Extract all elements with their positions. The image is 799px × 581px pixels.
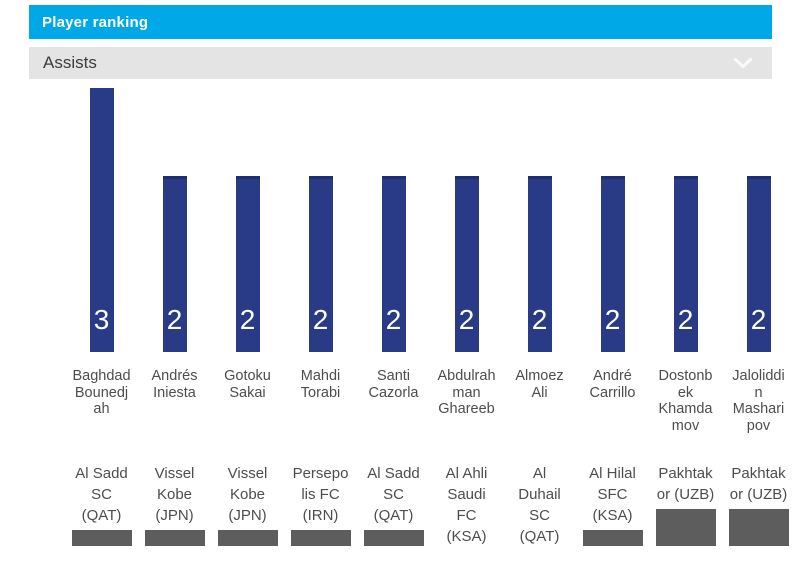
club-image-placeholder — [71, 530, 132, 546]
player-name: Santi Cazorla — [368, 368, 419, 401]
player-name: Jaloliddin Masharipov — [732, 368, 785, 434]
bar-value-label: 2 — [604, 304, 621, 335]
assists-bar: 2 — [746, 176, 771, 352]
assists-bar: 2 — [527, 176, 552, 352]
club-name: Pakhtakor (UZB) — [656, 465, 715, 503]
club-area: Al Duhail SC (QAT) — [503, 444, 576, 546]
player-name: Almoez Ali — [515, 368, 564, 401]
club-area: Vissel Kobe (JPN) — [138, 444, 211, 546]
club-image-placeholder — [217, 530, 278, 546]
bar-area: 3 — [65, 88, 138, 352]
bar-value-label: 3 — [93, 304, 110, 335]
player-name: Dostonbek Khamdamov — [658, 368, 713, 434]
bar-value-label: 2 — [166, 304, 183, 335]
club-name: Vissel Kobe (JPN) — [154, 465, 195, 524]
club-area: Pakhtakor (UZB) — [649, 444, 722, 546]
assists-bar: 2 — [454, 176, 479, 352]
assists-bar: 2 — [673, 176, 698, 352]
club-area: Al Hilal SFC (KSA) — [576, 444, 649, 546]
club-name: Al Sadd SC (QAT) — [75, 465, 128, 524]
club-name: Persepolis FC (IRN) — [292, 465, 349, 524]
player-ranking-widget: Player ranking Assists 3 Baghdad Bounedja… — [29, 5, 789, 546]
chart-column: 2 André Carrillo Al Hilal SFC (KSA) — [576, 88, 649, 546]
chart-column: 2 Abdulrahman Ghareeb Al Ahli Saudi FC (KS… — [430, 88, 503, 546]
assists-bar: 2 — [162, 176, 187, 352]
club-name: Al Sadd SC (QAT) — [367, 465, 420, 524]
club-name: Al Hilal SFC (KSA) — [589, 465, 636, 524]
assists-bar: 3 — [89, 88, 114, 352]
widget-title: Player ranking — [42, 13, 149, 31]
metric-dropdown[interactable]: Assists — [29, 47, 772, 79]
bar-area: 2 — [576, 88, 649, 352]
player-name: Mahdi Torabi — [300, 368, 341, 401]
chart-column: 2 Mahdi Torabi Persepolis FC (IRN) — [284, 88, 357, 546]
chart-column: 2 Almoez Ali Al Duhail SC (QAT) — [503, 88, 576, 546]
club-area: Pakhtakor (UZB) — [722, 444, 795, 546]
player-name: Abdulrahman Ghareeb — [437, 368, 496, 417]
club-area: Al Sadd SC (QAT) — [65, 444, 138, 546]
bar-area: 2 — [138, 88, 211, 352]
club-image-placeholder — [363, 530, 424, 546]
bar-area: 2 — [722, 88, 795, 352]
metric-selected-label: Assists — [43, 53, 97, 72]
chart-column: 2 Jaloliddin Masharipov Pakhtakor (UZB) — [722, 88, 795, 546]
bar-value-label: 2 — [458, 304, 475, 335]
bar-value-label: 2 — [750, 304, 767, 335]
bar-value-label: 2 — [385, 304, 402, 335]
club-image-placeholder — [582, 530, 643, 546]
chart-column: 2 Santi Cazorla Al Sadd SC (QAT) — [357, 88, 430, 546]
club-name: Pakhtakor (UZB) — [729, 465, 788, 503]
club-image-placeholder — [655, 509, 716, 546]
assists-bar: 2 — [381, 176, 406, 352]
player-name: André Carrillo — [589, 368, 636, 401]
player-name: Baghdad Bounedjah — [72, 368, 131, 417]
club-name: Al Duhail SC (QAT) — [518, 465, 561, 545]
assists-bar: 2 — [235, 176, 260, 352]
bar-value-label: 2 — [312, 304, 329, 335]
chart-column: 2 Andrés Iniesta Vissel Kobe (JPN) — [138, 88, 211, 546]
chart-column: 3 Baghdad Bounedjah Al Sadd SC (QAT) — [65, 88, 138, 546]
club-name: Al Ahli Saudi FC (KSA) — [445, 465, 488, 545]
assists-bar: 2 — [308, 176, 333, 352]
club-area: Al Ahli Saudi FC (KSA) — [430, 444, 503, 546]
club-image-placeholder — [728, 509, 789, 546]
club-image-placeholder — [144, 530, 205, 546]
chevron-down-icon[interactable] — [734, 57, 752, 69]
bar-area: 2 — [430, 88, 503, 352]
player-name: Gotoku Sakai — [224, 368, 271, 401]
club-image-placeholder — [290, 530, 351, 546]
bar-value-label: 2 — [239, 304, 256, 335]
club-area: Al Sadd SC (QAT) — [357, 444, 430, 546]
assists-bar-chart: 3 Baghdad Bounedjah Al Sadd SC (QAT) 2 André… — [65, 88, 795, 546]
bar-area: 2 — [503, 88, 576, 352]
bar-area: 2 — [284, 88, 357, 352]
bar-area: 2 — [211, 88, 284, 352]
widget-header: Player ranking — [29, 5, 772, 39]
chart-column: 2 Dostonbek Khamdamov Pakhtakor (UZB) — [649, 88, 722, 546]
player-name: Andrés Iniesta — [151, 368, 198, 401]
bar-area: 2 — [649, 88, 722, 352]
bar-value-label: 2 — [531, 304, 548, 335]
bar-value-label: 2 — [677, 304, 694, 335]
assists-bar: 2 — [600, 176, 625, 352]
club-name: Vissel Kobe (JPN) — [227, 465, 268, 524]
club-area: Persepolis FC (IRN) — [284, 444, 357, 546]
chart-column: 2 Gotoku Sakai Vissel Kobe (JPN) — [211, 88, 284, 546]
club-area: Vissel Kobe (JPN) — [211, 444, 284, 546]
bar-area: 2 — [357, 88, 430, 352]
